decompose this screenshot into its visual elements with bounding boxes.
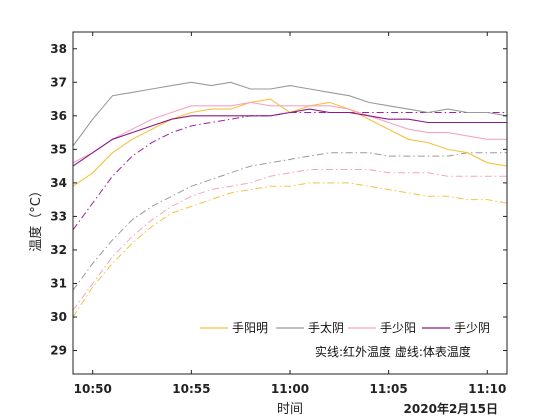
legend-label: 手阳明	[232, 321, 268, 335]
y-tick-label: 38	[50, 42, 67, 56]
date-label: 2020年2月15日	[404, 401, 498, 416]
legend-item-1: 手阳明	[200, 321, 268, 335]
series-line-3	[72, 101, 507, 164]
legend-label: 手太阴	[308, 320, 344, 335]
x-tick-label: 11:10	[468, 382, 506, 396]
line-style-note: 实线:红外温度 虚线:体表温度	[315, 344, 471, 359]
y-tick-label: 31	[50, 276, 67, 290]
y-tick-label: 32	[50, 243, 67, 257]
legend-item-2: 手太阴	[276, 320, 344, 335]
legend-item-4: 手少阴	[422, 321, 490, 335]
x-tick-label: 11:05	[370, 382, 408, 396]
legend-label: 手少阳	[380, 321, 416, 335]
y-tick-label: 33	[50, 209, 67, 223]
y-tick-label: 29	[50, 344, 67, 358]
y-axis-title: 温度（°C）	[28, 184, 44, 252]
legend-item-3: 手少阳	[348, 321, 416, 335]
axis-layer: 29 30 31 32 33 34 35 36 37 38 10:50 10:55 11:00 11:05…	[50, 32, 507, 396]
y-tick-label: 37	[50, 75, 67, 89]
dashed-series-line-2	[72, 152, 507, 291]
dashed-series-line-3	[72, 169, 507, 311]
legend: 手阳明 手太阴 手少阳 手少阴	[200, 320, 490, 335]
x-tick-label: 10:50	[74, 382, 112, 396]
dashed-series-line-1	[72, 182, 508, 318]
y-tick-label: 30	[50, 310, 67, 324]
y-tick-label: 34	[50, 176, 67, 190]
series-layer	[72, 81, 508, 318]
x-tick-label: 11:00	[271, 382, 309, 396]
series-line-4	[72, 108, 507, 167]
y-tick-label: 36	[50, 109, 67, 123]
x-tick-label: 10:55	[172, 382, 210, 396]
legend-label: 手少阴	[454, 321, 490, 335]
series-line-2	[72, 81, 508, 147]
y-tick-label: 35	[50, 142, 67, 156]
x-axis-title: 时间	[277, 402, 303, 417]
